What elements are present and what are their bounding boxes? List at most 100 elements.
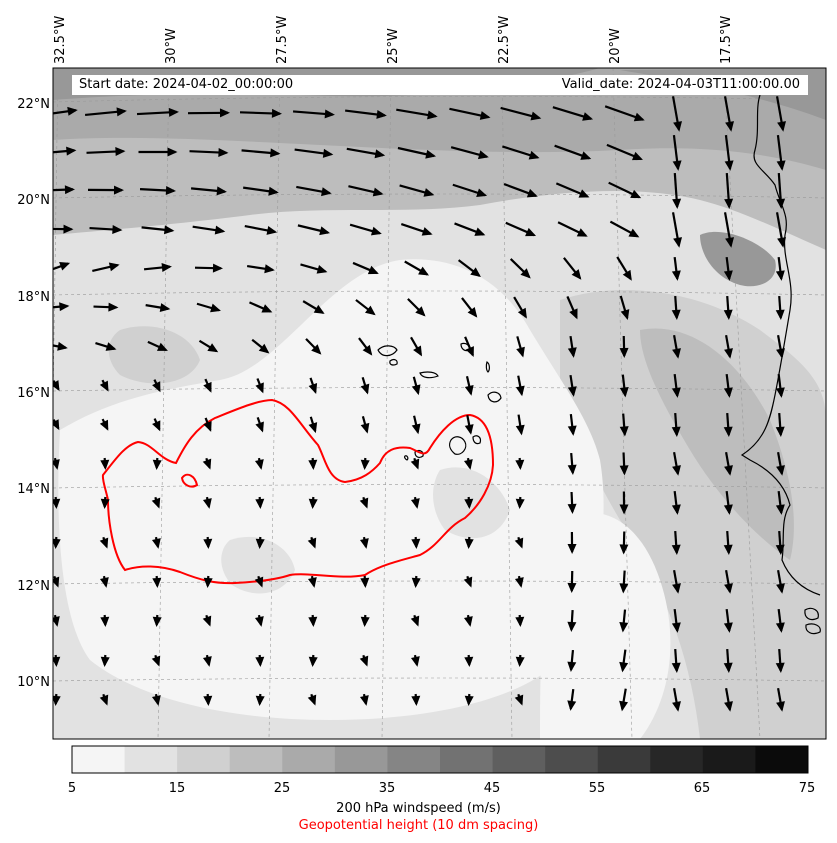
wind-arrow-head — [99, 577, 109, 588]
wind-arrow-head — [775, 622, 785, 633]
wind-arrow-head — [671, 504, 681, 515]
wind-arrow-head — [672, 198, 682, 209]
wind-arrow-head — [515, 459, 525, 470]
wind-arrow-head — [53, 498, 61, 509]
wind-arrow-head — [633, 112, 645, 122]
wind-arrow-head — [479, 111, 491, 120]
wind-arrow-head — [308, 498, 318, 509]
wind-arrow-head — [64, 185, 75, 195]
wind-arrow-head — [165, 185, 176, 195]
wind-arrow-head — [723, 426, 733, 437]
colorbar-segment — [334, 746, 388, 773]
wind-arrow-head — [411, 695, 421, 706]
wind-arrow-head — [53, 616, 60, 627]
wind-arrow-head — [567, 661, 577, 672]
wind-arrow-head — [212, 263, 223, 273]
wind-arrow-head — [67, 106, 78, 116]
colorbar-tick: 55 — [588, 781, 606, 796]
colorbar — [72, 746, 809, 773]
wind-arrow-head — [66, 146, 77, 156]
wind-arrow-head — [724, 701, 733, 712]
wind-arrow-head — [59, 262, 71, 271]
wind-arrow-head — [159, 303, 171, 313]
wind-arrow-head — [673, 237, 682, 248]
wind-arrow-head — [152, 420, 161, 432]
wind-arrow-head — [582, 112, 594, 121]
wind-arrow-head — [619, 426, 629, 437]
colorbar-segment — [545, 746, 599, 773]
wind-arrow-head — [359, 695, 369, 706]
wind-arrow-head — [776, 160, 786, 171]
wind-arrow-head — [203, 538, 213, 549]
wind-arrow-head — [218, 147, 229, 157]
wind-arrow-head — [268, 186, 279, 196]
wind-arrow-head — [105, 342, 117, 351]
wind-arrow-head — [525, 227, 537, 237]
wind-arrow-head — [516, 346, 525, 358]
wind-arrow-head — [530, 111, 542, 121]
colorbar-tick: 5 — [67, 781, 77, 796]
colorbar-tick: 35 — [378, 781, 396, 796]
wind-arrow-head — [152, 616, 162, 627]
wind-arrow-head — [672, 348, 681, 359]
wind-arrow-head — [411, 423, 421, 435]
wind-arrow-head — [671, 662, 681, 673]
wind-arrow-head — [671, 387, 681, 398]
graticule — [53, 68, 826, 739]
wind-arrow-head — [671, 309, 681, 320]
wind-vectors — [53, 96, 786, 712]
colorbar-label: 200 hPa windspeed (m/s) — [336, 801, 501, 816]
lat-label: 22°N — [17, 97, 50, 112]
wind-arrow-head — [99, 380, 109, 392]
wind-arrow-head — [619, 661, 629, 673]
wind-arrow-head — [264, 264, 275, 274]
wind-arrow-head — [321, 187, 332, 197]
wind-arrow-head — [776, 583, 785, 594]
wind-arrow-head — [108, 262, 120, 272]
wind-arrow-head — [463, 616, 473, 627]
colorbar-segment — [72, 746, 126, 773]
wind-arrow-head — [620, 309, 630, 320]
wind-arrow-head — [567, 347, 577, 358]
wind-arrow-head — [219, 108, 230, 118]
lat-label: 14°N — [17, 482, 50, 497]
lon-label: 25°W — [386, 28, 401, 64]
wind-arrow-head — [255, 656, 265, 667]
wind-arrow-head — [100, 616, 110, 627]
wind-arrow-head — [360, 422, 370, 434]
wind-arrow-head — [571, 269, 582, 280]
wind-arrow-head — [474, 227, 486, 236]
wind-arrow-head — [619, 583, 629, 594]
colorbar-segment — [229, 746, 283, 773]
wind-arrow-head — [308, 459, 318, 470]
wind-arrow-head — [113, 185, 124, 195]
wind-arrow-head — [672, 701, 681, 712]
wind-arrow-head — [723, 544, 733, 555]
coastline — [377, 94, 821, 635]
wind-arrow-head — [724, 198, 734, 209]
wind-arrow-head — [100, 498, 110, 509]
wind-arrow-head — [410, 615, 420, 627]
wind-arrow-head — [464, 498, 474, 509]
wind-arrow-head — [108, 302, 119, 312]
wind-arrow-head — [580, 151, 592, 160]
wind-arrow-head — [526, 188, 538, 198]
wind-arrow-head — [477, 150, 489, 160]
wind-arrow-head — [672, 583, 681, 594]
wind-arrow-head — [723, 387, 733, 398]
colorbar-segment — [597, 746, 651, 773]
wind-arrow-head — [514, 577, 524, 588]
wind-arrow-head — [203, 381, 212, 393]
wind-arrow-head — [151, 497, 161, 509]
wind-arrow-head — [671, 426, 681, 437]
wind-arrow-head — [775, 662, 785, 673]
wind-arrow-head — [775, 544, 785, 555]
wind-arrow-head — [776, 348, 785, 359]
wind-arrow-head — [520, 268, 531, 279]
wind-arrow-head — [724, 160, 734, 171]
colorbar-segment — [440, 746, 494, 773]
wind-arrow-head — [578, 189, 590, 198]
wind-arrow-head — [413, 345, 422, 357]
wind-arrow-head — [307, 694, 317, 706]
wind-arrow-head — [100, 459, 110, 470]
